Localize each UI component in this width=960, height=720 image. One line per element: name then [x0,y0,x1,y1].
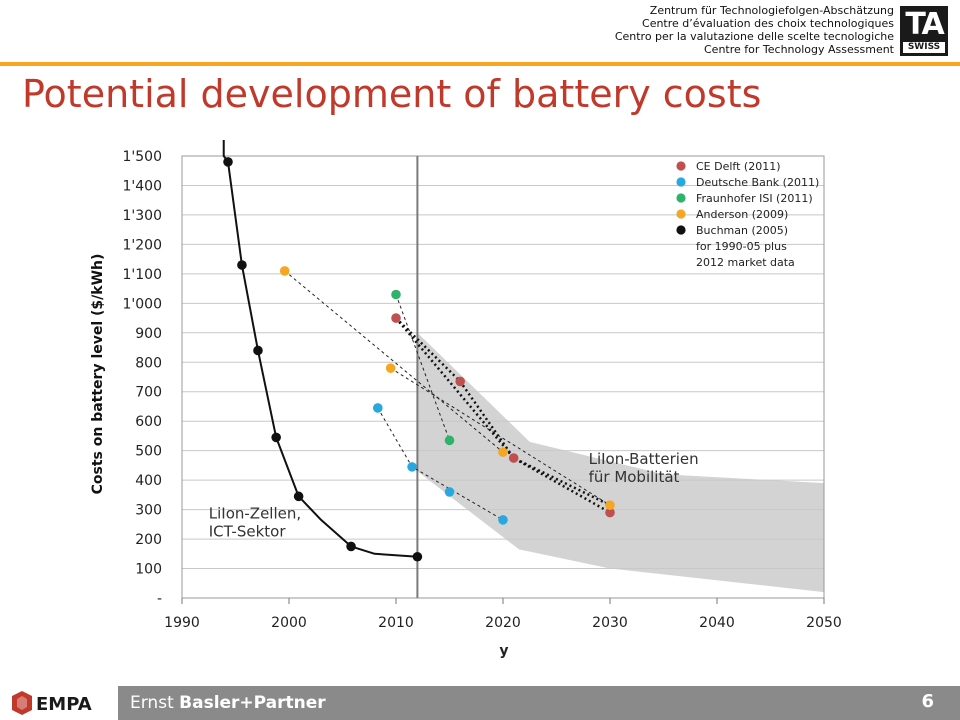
ta-logo-swiss: SWISS [903,42,945,53]
data-point [253,345,263,356]
legend-marker [676,193,686,203]
empa-logo-text: EMPA [36,694,92,715]
legend-label: CE Delft (2011) [696,160,781,173]
dashed-projection-line [395,294,450,441]
axes-layer: - 100 200 300 400 500 600 700 800 900 1'000 1'100 1'… [90,149,842,659]
legend-label: Deutsche Bank (2011) [696,176,819,189]
dashed-projection-line [390,367,611,506]
data-point [605,500,615,510]
ebp-bold: Basler+Partner [179,693,326,713]
battery-cost-chart: - 100 200 300 400 500 600 700 800 900 1'000 1'100 1'… [90,140,842,659]
ta-logo-letters: TA [905,7,944,42]
institute-line-de: Zentrum für Technologiefolgen-Abschätzun… [649,4,894,17]
data-point [373,403,383,413]
legend-marker [676,209,686,219]
legend-label: Buchman (2005) [696,224,788,237]
y-tick-label: 1'100 [123,267,162,283]
x-tick-label: 1990 [164,615,200,631]
empa-hexagon-inner-icon [17,696,27,710]
x-tick-label: 2010 [378,615,414,631]
annotation-text: für Mobilität [589,468,680,486]
data-point [605,507,615,518]
accent-bar [0,62,960,66]
y-tick-label: 600 [135,414,162,430]
data-point [391,289,401,300]
dotted-trend-line [395,317,611,507]
annotation-text: LiIon-Batterien [589,450,699,468]
y-tick-label: 800 [135,355,162,371]
empa-hexagon-icon [12,691,32,715]
data-point [444,487,455,497]
data-point [279,266,290,276]
legend-marker [676,177,686,187]
data-point [498,447,508,457]
data-point [444,435,455,446]
institute-line-fr: Centre d’évaluation des choix technologi… [642,17,894,30]
y-tick-label: 1'400 [123,178,162,194]
data-point [237,260,247,270]
data-point [271,432,281,443]
y-tick-label: 1'000 [123,296,162,312]
data-point [223,157,233,167]
page-number: 6 [921,691,934,712]
y-tick-label: 300 [135,503,162,519]
y-tick-label: - [157,591,162,607]
institute-line-it: Centro per la valutazione delle scelte t… [614,30,894,43]
legend-label: Fraunhofer ISI (2011) [696,192,813,205]
institute-name-block: Zentrum für Technologiefolgen-Abschätzun… [615,4,894,56]
institute-line-en: Centre for Technology Assessment [704,43,894,56]
ebp-prefix: Ernst [130,693,180,713]
uncertainty-band [417,332,824,593]
x-tick-label: 2030 [592,615,628,631]
legend-marker [676,161,686,171]
annotation-text: ICT-Sektor [209,522,287,540]
x-axis-label: y [499,643,508,659]
ta-swiss-logo: TA SWISS [900,6,948,56]
y-tick-label: 200 [135,532,162,548]
x-tick-label: 2040 [699,615,735,631]
data-point [385,363,396,373]
legend-marker [676,225,686,235]
x-tick-label: 2020 [485,615,521,631]
y-tick-label: 1'200 [123,237,162,253]
dashed-projection-line [284,270,504,453]
data-point [346,541,356,552]
y-tick-label: 900 [135,326,162,342]
y-axis-label: Costs on battery level ($/kWh) [90,254,106,495]
y-tick-label: 500 [135,444,162,460]
annotation-text: LiIon-Zellen, [209,504,301,522]
data-point [455,376,466,387]
empa-logo: EMPA [12,691,92,715]
dotted-trend-line [395,317,611,514]
data-point [391,313,401,323]
data-point [498,515,508,525]
legend-label: 2012 market data [696,256,795,269]
data-point [407,462,417,472]
y-tick-label: 100 [135,562,162,578]
legend-label: Anderson (2009) [696,208,788,221]
data-point [508,453,519,463]
band-layer [417,332,824,593]
ebp-logo-text: Ernst Basler+Partner [130,693,326,713]
legend-label: for 1990-05 plus [696,240,787,253]
y-tick-label: 1'300 [123,208,162,224]
x-tick-label: 2000 [271,615,307,631]
x-tick-label: 2050 [806,615,842,631]
legend-layer: CE Delft (2011) Deutsche Bank (2011) Fraun… [676,160,819,269]
slide-title: Potential development of battery costs [22,72,762,116]
data-point [293,491,304,502]
y-tick-label: 400 [135,473,162,489]
y-tick-label: 1'500 [123,149,162,165]
data-point [412,551,423,562]
points-layer [223,157,615,562]
y-tick-label: 700 [135,385,162,401]
buchman-curve [222,140,418,558]
footer-bar [118,686,960,720]
